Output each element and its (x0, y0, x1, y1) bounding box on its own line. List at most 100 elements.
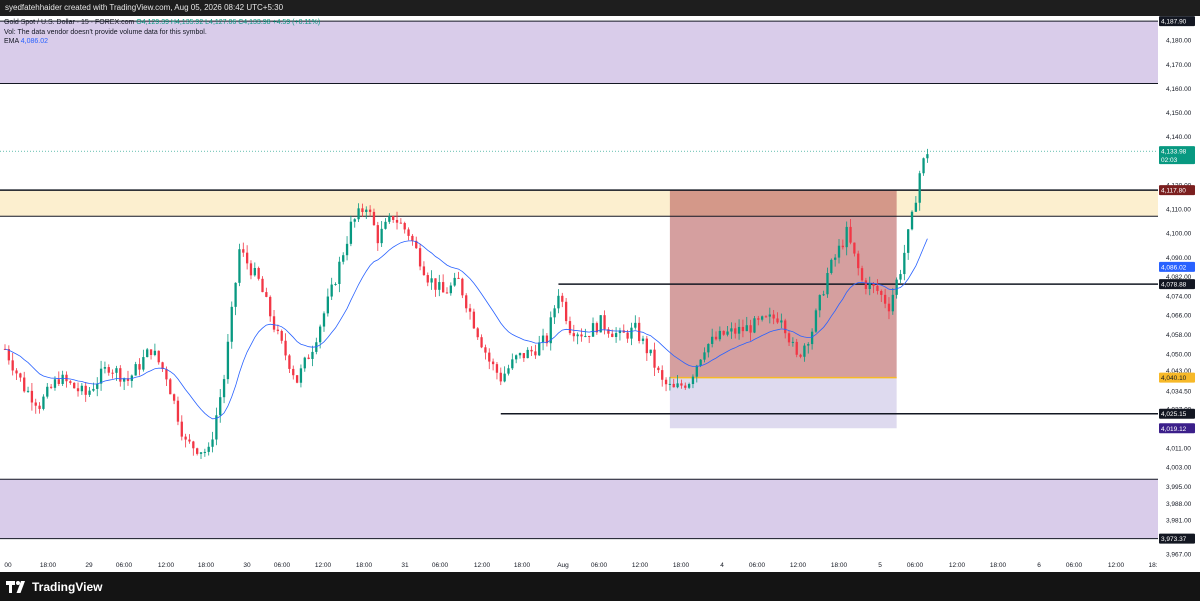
candle-body (914, 202, 918, 212)
volume-note: Vol: The data vendor doesn't provide vol… (4, 28, 207, 36)
symbol-line: Gold Spot / U.S. Dollar · 15 · FOREX.com… (4, 18, 320, 28)
candle-body (699, 359, 702, 366)
time-tick: 06:00 (274, 562, 291, 569)
candle-body (780, 320, 783, 323)
candle-body (188, 439, 191, 442)
price-badge-range-high-label: 4,078.88 (1161, 282, 1187, 289)
price-chart[interactable]: 4,180.00 4,170.00 4,160.00 4,150.00 4,140.00… (0, 16, 1200, 572)
candle-body (138, 364, 141, 370)
candle-body (303, 357, 306, 369)
candle-body (880, 290, 883, 295)
candle-body (764, 316, 768, 318)
price-badge-entry (1159, 372, 1195, 383)
candle-body (807, 344, 810, 346)
candle-body (695, 365, 698, 377)
candle-body (257, 268, 260, 279)
price-axis[interactable] (1158, 16, 1200, 572)
candle-body (211, 439, 214, 447)
candle-body (810, 331, 814, 345)
candle-body (115, 368, 118, 373)
candle-body (760, 316, 764, 320)
candle-body (353, 219, 356, 222)
chart-legend: Gold Spot / U.S. Dollar · 15 · FOREX.com… (4, 18, 320, 47)
candle-body (626, 332, 629, 339)
price-tick: 4,034.50 (1166, 389, 1192, 396)
price-tick: 4,170.00 (1166, 62, 1192, 69)
candle-body (818, 295, 821, 311)
candle-body (899, 274, 902, 280)
candle-body (99, 368, 103, 384)
ohlc-values: O4,129.39 H4,135.92 L4,127.06 C4,133.98 … (136, 19, 321, 26)
time-tick: 12:00 (949, 562, 966, 569)
candle-body (49, 386, 53, 388)
candle-body (749, 325, 752, 333)
candle-body (176, 400, 180, 422)
candle-body (361, 208, 364, 212)
candle-body (368, 209, 372, 212)
price-badge-bottom-label: 3,973.37 (1161, 536, 1187, 543)
candle-body (907, 229, 910, 253)
candle-body (411, 235, 414, 241)
price-badge-last-label: 4,133.98 (1161, 149, 1187, 156)
candle-body (299, 368, 303, 383)
candle-body (768, 314, 771, 317)
candle-body (868, 283, 871, 290)
candle-body (515, 355, 518, 360)
time-tick: 06:00 (432, 562, 449, 569)
demand-zone-bottom (0, 479, 1158, 539)
candle-body (618, 330, 622, 334)
price-badge-range-low-label: 4,025.15 (1161, 411, 1187, 418)
candle-body (57, 379, 60, 384)
candle-body (80, 385, 84, 392)
time-tick: 4 (720, 562, 724, 569)
candle-body (707, 343, 710, 353)
candle-body (795, 341, 798, 355)
candle-body (872, 283, 875, 286)
time-tick: 00 (4, 562, 12, 569)
candle-body (261, 278, 264, 293)
ema-label: EMA (4, 38, 19, 45)
price-tick: 4,003.00 (1166, 465, 1192, 472)
candle-body (622, 330, 625, 333)
candle-body (791, 341, 795, 343)
candle-body (545, 335, 549, 344)
candle-body (15, 370, 18, 374)
candle-body (691, 376, 695, 385)
candle-body (918, 173, 921, 203)
price-tick: 4,160.00 (1166, 86, 1192, 93)
candle-body (822, 294, 825, 296)
candle-body (180, 421, 183, 437)
candle-body (726, 331, 729, 335)
tradingview-logo[interactable]: TradingView (6, 580, 102, 594)
candle-body (503, 373, 506, 382)
candle-body (734, 328, 737, 334)
candle-body (784, 320, 787, 334)
time-axis[interactable] (0, 558, 1200, 572)
candle-body (73, 382, 76, 389)
candle-body (230, 306, 233, 342)
candle-body (657, 367, 660, 371)
candle-body (530, 349, 533, 352)
candle-body (165, 369, 168, 380)
candle-body (253, 268, 256, 276)
candle-body (172, 394, 176, 401)
time-tick: 18:00 (198, 562, 215, 569)
candle-body (830, 259, 833, 273)
candle-body (876, 285, 879, 291)
chart-area[interactable]: 4,180.00 4,170.00 4,160.00 4,150.00 4,140.00… (0, 16, 1200, 572)
candle-body (272, 316, 276, 330)
candle-body (591, 323, 595, 337)
attribution-text: syedfatehhaider created with TradingView… (5, 3, 284, 12)
candle-body (42, 396, 45, 409)
candle-body (495, 364, 499, 373)
candle-body (126, 378, 130, 381)
price-tick: 4,074.00 (1166, 293, 1192, 300)
candle-body (661, 370, 664, 380)
candle-body (319, 326, 322, 343)
candle-body (814, 310, 818, 332)
stop-area (669, 377, 897, 429)
candle-body (541, 335, 545, 343)
candle-body (61, 374, 64, 384)
candle-body (422, 266, 426, 276)
candle-body (372, 211, 376, 226)
